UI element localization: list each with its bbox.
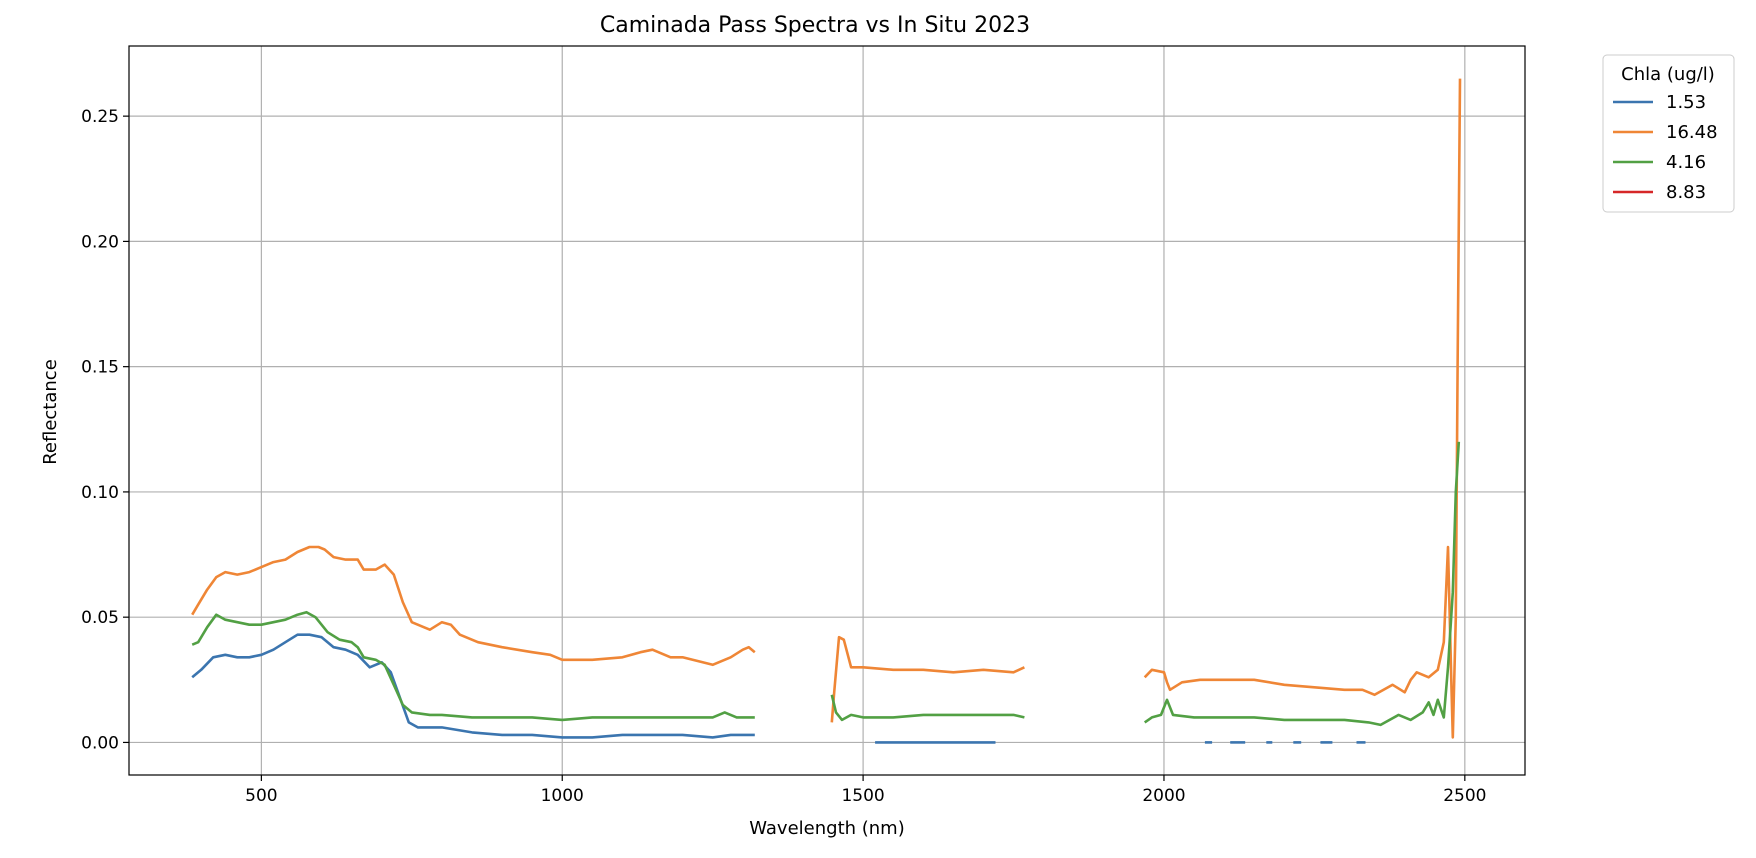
y-axis-ticks: 0.00 0.05 0.10 0.15 0.20 0.25: [81, 107, 129, 753]
y-tick-label: 0.10: [81, 483, 119, 503]
grid-lines: [129, 46, 1525, 775]
legend-label: 16.48: [1666, 122, 1718, 143]
y-tick-label: 0.05: [81, 608, 119, 628]
x-axis-label: Wavelength (nm): [749, 818, 905, 839]
series-line-1-53: [191, 633, 755, 739]
legend-item-16-48: 16.48: [1613, 122, 1718, 143]
series-line-16-48: [830, 635, 1025, 723]
y-tick-label: 0.15: [81, 358, 119, 378]
x-tick-label: 2000: [1142, 786, 1185, 806]
x-tick-label: 500: [245, 786, 277, 806]
series-16-48: [191, 78, 1462, 739]
series-line-16-48: [1143, 78, 1462, 739]
series-1-53: [191, 633, 1366, 744]
y-axis-label: Reflectance: [40, 359, 61, 465]
series-line-4-16: [1143, 441, 1461, 727]
y-tick-label: 0.00: [81, 733, 119, 753]
y-tick-label: 0.20: [81, 232, 119, 252]
legend: Chla (ug/l) 1.53 16.48 4.16 8.83: [1602, 54, 1735, 213]
legend-items: 1.53 16.48 4.16 8.83: [1613, 92, 1718, 203]
legend-label: 4.16: [1666, 152, 1706, 173]
x-tick-label: 2500: [1443, 786, 1486, 806]
legend-item-8-83: 8.83: [1613, 182, 1706, 203]
legend-label: 1.53: [1666, 92, 1706, 113]
chart-title: Caminada Pass Spectra vs In Situ 2023: [600, 13, 1030, 38]
legend-item-4-16: 4.16: [1613, 152, 1706, 173]
x-axis-ticks: 500 1000 1500 2000 2500: [245, 775, 1486, 806]
legend-label: 8.83: [1666, 182, 1706, 203]
legend-box: [1602, 54, 1735, 213]
series-line-4-16: [191, 610, 755, 722]
series-4-16: [191, 441, 1461, 727]
legend-item-1-53: 1.53: [1613, 92, 1706, 113]
x-tick-label: 1000: [541, 786, 584, 806]
series-line-4-16: [830, 694, 1025, 722]
legend-title: Chla (ug/l): [1621, 64, 1715, 85]
x-tick-label: 1500: [841, 786, 884, 806]
series-layer: [191, 78, 1462, 744]
y-tick-label: 0.25: [81, 107, 119, 127]
plot-frame: [128, 45, 1526, 776]
series-line-16-48: [191, 545, 756, 667]
